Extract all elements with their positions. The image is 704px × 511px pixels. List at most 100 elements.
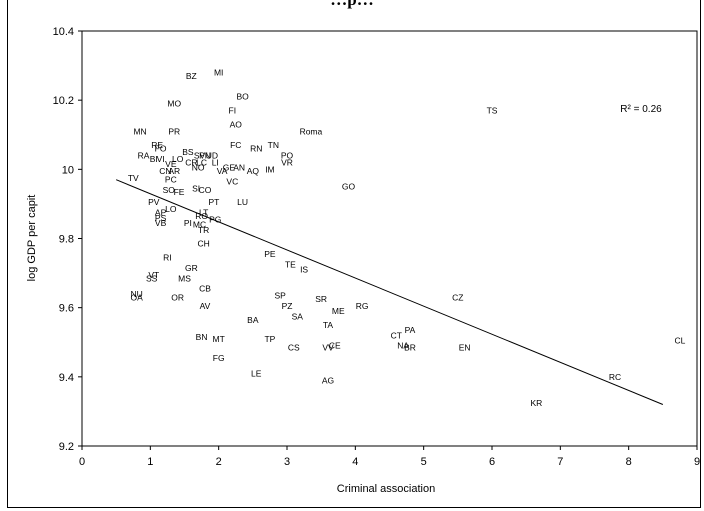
point-label: PC	[165, 175, 177, 185]
point-label: KR	[531, 398, 543, 408]
x-tick-label: 1	[147, 456, 153, 468]
y-tick-label: 9.8	[59, 234, 74, 246]
r-squared-annotation: R² = 0.26	[620, 104, 662, 115]
point-label: LU	[237, 197, 248, 207]
point-label: NA	[397, 341, 409, 351]
point-label: VT	[148, 270, 159, 280]
point-label: SI	[192, 183, 200, 193]
x-tick-label: 6	[489, 456, 495, 468]
point-label: AO	[230, 119, 243, 129]
point-label: CR	[185, 157, 197, 167]
point-label: PA	[405, 325, 416, 335]
point-label: PV	[148, 197, 160, 207]
trendline	[115, 179, 664, 405]
point-label: CB	[199, 284, 211, 294]
point-label: VI	[157, 154, 165, 164]
point-label: RE	[151, 140, 163, 150]
point-label: BR	[404, 342, 416, 352]
point-label: NU	[131, 289, 143, 299]
point-label: BA	[247, 315, 259, 325]
point-label: RG	[356, 301, 369, 311]
point-label: RC	[609, 372, 621, 382]
y-tick-label: 10	[62, 164, 74, 176]
x-tick-label: 8	[626, 456, 632, 468]
chart-frame	[7, 0, 701, 508]
point-label: OR	[171, 292, 184, 302]
point-label: NO	[192, 163, 205, 173]
x-tick-label: 3	[284, 456, 290, 468]
point-label: Roma	[300, 126, 323, 136]
point-label: EN	[459, 342, 471, 352]
point-label: FG	[213, 353, 225, 363]
point-label: LO	[165, 204, 177, 214]
x-tick-label: 0	[79, 456, 85, 468]
point-label: TA	[323, 320, 334, 330]
point-label: PS	[155, 213, 167, 223]
point-label: CL	[674, 336, 685, 346]
x-tick-label: 9	[694, 456, 700, 468]
point-label: MO	[167, 99, 181, 109]
point-label: AG	[322, 375, 334, 385]
axes: 0 1 2 3 4 5 6 7 8 9 9.2 9.4 9.6 9.8 10 10.2 10.4	[53, 26, 700, 468]
point-label: MT	[213, 334, 225, 344]
point-label: MN	[133, 126, 146, 136]
point-label: TR	[198, 225, 209, 235]
y-tick-label: 9.6	[59, 303, 74, 315]
plot-area	[81, 30, 698, 447]
y-tick-label: 10.2	[53, 95, 74, 107]
point-label: BO	[236, 92, 249, 102]
point-label: LE	[251, 368, 262, 378]
point-label: VE	[165, 159, 177, 169]
point-label: BZ	[186, 71, 197, 81]
point-label: MI	[214, 68, 223, 78]
point-label: PN	[199, 151, 211, 161]
chart-title: …p…	[0, 0, 704, 10]
point-label: TE	[285, 259, 296, 269]
point-label: SR	[315, 294, 327, 304]
point-label: BS	[182, 147, 194, 157]
point-label: VA	[217, 166, 228, 176]
point-label: SP	[274, 291, 286, 301]
point-label: GR	[185, 263, 198, 273]
point-label: SO	[163, 185, 176, 195]
point-label: PE	[264, 249, 276, 259]
point-label: AQ	[247, 166, 260, 176]
point-label: SV	[194, 151, 206, 161]
point-label: FC	[230, 140, 241, 150]
point-label: AR	[168, 166, 180, 176]
point-label: RN	[250, 144, 262, 154]
point-label: GE	[223, 163, 236, 173]
point-label: TS	[487, 106, 498, 116]
point-label: LI	[212, 157, 219, 167]
point-label: SS	[146, 273, 158, 283]
point-label: AN	[233, 163, 245, 173]
point-label: IM	[265, 164, 274, 174]
y-tick-label: 9.2	[59, 441, 74, 453]
point-label: IS	[300, 265, 308, 275]
point-label: CO	[199, 185, 212, 195]
point-label: TV	[128, 173, 139, 183]
point-label: SA	[292, 311, 304, 321]
x-axis-label: Criminal association	[337, 483, 435, 495]
point-label: RI	[163, 253, 172, 263]
x-tick-label: 4	[352, 456, 358, 468]
point-label: LC	[196, 157, 207, 167]
point-label: CN	[159, 166, 171, 176]
point-label: UD	[206, 151, 218, 161]
point-label: ME	[332, 306, 345, 316]
point-label: MS	[178, 273, 191, 283]
point-label: RO	[195, 211, 208, 221]
point-label: RA	[138, 151, 150, 161]
y-axis-label: log GDP per capit	[26, 195, 38, 282]
point-label: LT	[199, 208, 208, 218]
point-label: PT	[208, 197, 219, 207]
x-tick-label: 7	[557, 456, 563, 468]
point-label: MC	[193, 220, 206, 230]
x-tick-label: 2	[216, 456, 222, 468]
point-label: FI	[229, 106, 237, 116]
point-label: CS	[288, 342, 300, 352]
point-label: PR	[168, 126, 180, 136]
point-label: VV	[322, 342, 334, 352]
point-label: OA	[131, 292, 144, 302]
